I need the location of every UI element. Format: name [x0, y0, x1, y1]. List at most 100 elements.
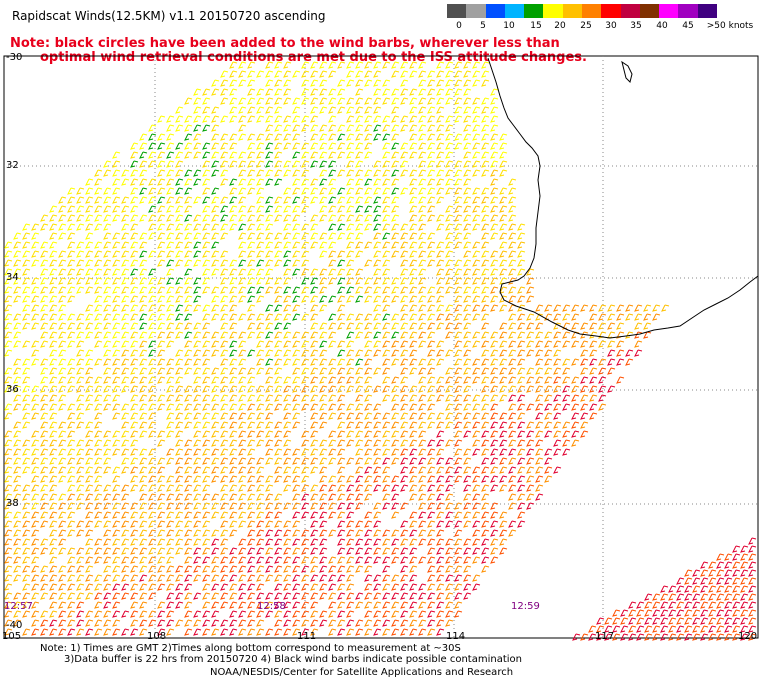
wind-barb — [67, 484, 76, 492]
wind-barb — [454, 295, 463, 303]
wind-barb — [67, 511, 76, 519]
wind-barb — [184, 556, 193, 564]
wind-barb — [94, 574, 103, 582]
wind-barb — [85, 385, 94, 393]
wind-barb — [364, 133, 373, 141]
wind-barb — [346, 529, 355, 537]
wind-barb — [346, 601, 355, 609]
wind-barb — [256, 520, 265, 528]
wind-barb — [508, 232, 517, 240]
wind-barb — [301, 439, 310, 447]
wind-barb — [427, 511, 436, 519]
wind-barb — [400, 295, 409, 303]
wind-barb — [382, 151, 391, 159]
wind-barb — [4, 259, 13, 267]
wind-barb — [283, 115, 292, 123]
wind-barb — [391, 493, 400, 501]
wind-barb — [373, 511, 382, 519]
wind-barb — [625, 358, 634, 366]
wind-barb — [445, 547, 454, 555]
wind-barb — [49, 502, 58, 510]
wind-barb — [328, 484, 337, 492]
wind-barb — [535, 304, 544, 312]
wind-barb — [58, 628, 67, 636]
wind-barb — [328, 592, 337, 600]
wind-barb — [382, 142, 391, 150]
wind-barb — [148, 583, 157, 591]
wind-barb — [535, 403, 544, 411]
wind-barb — [157, 331, 166, 339]
wind-barb — [94, 214, 103, 222]
wind-barb — [148, 619, 157, 627]
wind-barb — [139, 574, 148, 582]
wind-barb — [112, 232, 121, 240]
wind-barb — [211, 628, 220, 636]
wind-barb — [427, 628, 436, 636]
wind-barb — [328, 232, 337, 240]
wind-barb — [202, 268, 211, 276]
wind-barb — [328, 529, 337, 537]
wind-barb — [676, 585, 685, 593]
wind-barb — [85, 448, 94, 456]
wind-barb — [700, 617, 709, 625]
wind-barb — [418, 223, 427, 231]
wind-barb — [301, 376, 310, 384]
wind-barb — [166, 169, 175, 177]
wind-barb — [292, 403, 301, 411]
wind-barb — [202, 178, 211, 186]
wind-barb — [373, 259, 382, 267]
wind-barb — [229, 484, 238, 492]
wind-barb — [49, 376, 58, 384]
wind-barb — [112, 187, 121, 195]
wind-barb — [247, 547, 256, 555]
wind-barb — [391, 286, 400, 294]
wind-barb — [247, 565, 256, 573]
wind-barb — [265, 151, 274, 159]
wind-barb — [310, 502, 319, 510]
wind-barb — [364, 70, 373, 78]
wind-barb — [292, 169, 301, 177]
wind-barb — [553, 367, 562, 375]
wind-barb — [400, 466, 409, 474]
wind-barb — [166, 592, 175, 600]
wind-barb — [256, 502, 265, 510]
wind-barb — [220, 304, 229, 312]
wind-barb — [310, 124, 319, 132]
wind-barb — [319, 106, 328, 114]
wind-barb — [184, 178, 193, 186]
wind-barb — [301, 241, 310, 249]
wind-barb — [463, 538, 472, 546]
wind-barb — [499, 385, 508, 393]
wind-barb — [607, 340, 616, 348]
wind-barb — [238, 574, 247, 582]
wind-barb — [247, 619, 256, 627]
wind-barb — [175, 187, 184, 195]
wind-barb — [13, 367, 22, 375]
wind-barb — [256, 223, 265, 231]
wind-barb — [400, 448, 409, 456]
wind-barb — [418, 160, 427, 168]
wind-barb — [644, 633, 653, 641]
wind-barb — [211, 493, 220, 501]
wind-barb — [499, 250, 508, 258]
wind-barb — [364, 547, 373, 555]
wind-barb — [157, 295, 166, 303]
wind-barb — [274, 232, 283, 240]
wind-barb — [49, 538, 58, 546]
wind-barb — [292, 592, 301, 600]
wind-barb — [247, 493, 256, 501]
wind-barb — [58, 277, 67, 285]
wind-barb — [130, 601, 139, 609]
wind-barb — [58, 430, 67, 438]
wind-barb — [211, 466, 220, 474]
wind-barb — [481, 160, 490, 168]
wind-barb — [166, 124, 175, 132]
wind-barb — [364, 511, 373, 519]
wind-barb — [454, 322, 463, 330]
wind-barb — [328, 151, 337, 159]
wind-barb — [175, 619, 184, 627]
wind-barb — [508, 457, 517, 465]
wind-barb — [148, 529, 157, 537]
wind-barb — [490, 412, 499, 420]
wind-barb — [427, 484, 436, 492]
